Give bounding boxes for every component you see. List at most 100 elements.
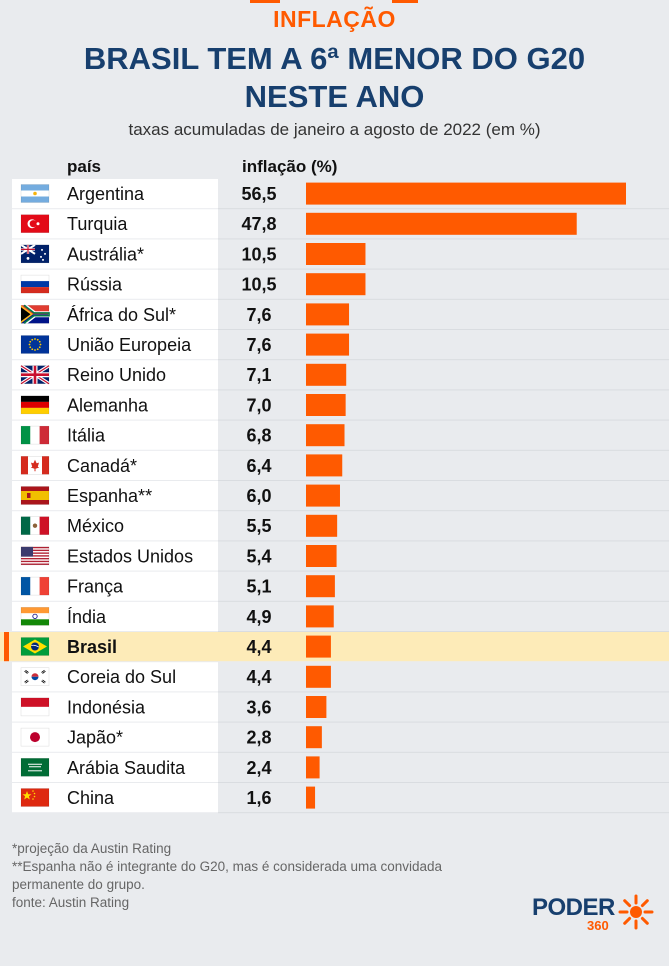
chart-row-australia: Austrália* 10,5 bbox=[12, 239, 669, 270]
flag-united-states-icon bbox=[20, 546, 50, 566]
bar bbox=[306, 394, 346, 416]
flag-turkey-icon bbox=[20, 214, 50, 233]
chart-row-mexico: México 5,5 bbox=[12, 511, 669, 542]
flag-japan-icon bbox=[20, 727, 50, 747]
footnote-spain-line-2: permanente do grupo. bbox=[12, 877, 145, 892]
category-label: França bbox=[67, 577, 124, 597]
value-label: 2,4 bbox=[246, 758, 271, 778]
value-label: 2,8 bbox=[246, 728, 271, 748]
category-label: Alemanha bbox=[67, 395, 149, 415]
top-rule-right bbox=[392, 0, 418, 3]
chart-row-france: França 5,1 bbox=[12, 571, 669, 602]
bar bbox=[306, 545, 337, 567]
poder360-logo: PODER 360 bbox=[532, 894, 662, 942]
row-divider bbox=[218, 268, 669, 270]
row-divider bbox=[218, 449, 669, 451]
value-label: 3,6 bbox=[246, 697, 271, 717]
chart-row-indonesia: Indonésia 3,6 bbox=[12, 692, 669, 723]
chart-row-canada: Canadá* 6,4 bbox=[12, 450, 669, 481]
bar bbox=[306, 575, 335, 598]
bar bbox=[306, 756, 320, 779]
flag-russia-icon bbox=[20, 274, 50, 294]
chart-row-russia: Rússia 10,5 bbox=[12, 269, 669, 300]
bar bbox=[306, 635, 331, 658]
value-label: 4,4 bbox=[246, 637, 271, 657]
footnote-projection: *projeção da Austin Rating bbox=[12, 841, 172, 856]
footnote-source: fonte: Austin Rating bbox=[12, 895, 130, 910]
value-label: 56,5 bbox=[241, 184, 276, 204]
bar bbox=[306, 665, 331, 688]
bar bbox=[306, 333, 350, 356]
chart-row-south-africa: África do Sul* 7,6 bbox=[12, 299, 669, 330]
flag-france-icon bbox=[20, 576, 50, 596]
chart-row-south-korea: Coreia do Sul 4,4 bbox=[12, 662, 669, 693]
value-label: 1,6 bbox=[246, 788, 271, 808]
category-label: Reino Unido bbox=[67, 365, 166, 385]
column-header-country: país bbox=[67, 157, 102, 176]
flag-south-africa-icon bbox=[20, 304, 50, 325]
flag-germany-icon bbox=[20, 395, 50, 415]
bar bbox=[306, 182, 626, 205]
category-label: Índia bbox=[67, 607, 107, 627]
flag-indonesia-icon bbox=[20, 697, 50, 717]
category-label: Brasil bbox=[67, 637, 117, 657]
bar bbox=[306, 484, 340, 507]
flag-china-icon bbox=[20, 788, 50, 807]
flag-brazil-icon bbox=[20, 637, 50, 656]
bar bbox=[306, 454, 343, 477]
bar bbox=[306, 273, 366, 296]
category-label: China bbox=[67, 788, 115, 808]
flag-argentina-icon bbox=[20, 184, 50, 203]
row-divider bbox=[218, 329, 669, 330]
flag-australia-icon bbox=[20, 244, 50, 264]
bar bbox=[306, 363, 347, 386]
sun-icon bbox=[618, 894, 654, 930]
value-label: 7,1 bbox=[246, 365, 271, 385]
flag-italy-icon bbox=[20, 425, 50, 445]
bar bbox=[306, 726, 322, 749]
value-label: 10,5 bbox=[241, 275, 276, 295]
value-label: 6,0 bbox=[246, 486, 271, 506]
category-label: Rússia bbox=[67, 275, 123, 295]
category-label: Estados Unidos bbox=[67, 546, 193, 566]
subtitle: taxas acumuladas de janeiro a agosto de … bbox=[128, 120, 541, 139]
row-divider bbox=[218, 570, 669, 572]
logo-name: PODER bbox=[532, 894, 615, 921]
chart-row-argentina: Argentina 56,5 bbox=[12, 179, 669, 210]
highlight-band bbox=[0, 632, 669, 662]
flag-south-korea-icon bbox=[20, 667, 50, 686]
chart-row-germany: Alemanha 7,0 bbox=[12, 390, 669, 421]
category-label: Indonésia bbox=[67, 697, 146, 717]
row-divider bbox=[218, 480, 669, 481]
row-divider bbox=[218, 298, 669, 300]
flag-saudi-arabia-icon bbox=[20, 758, 50, 777]
title-line-1: BRASIL TEM A 6ª MENOR DO G20 bbox=[83, 41, 586, 76]
flag-spain-icon bbox=[20, 486, 50, 505]
category-label: Japão* bbox=[67, 728, 123, 748]
chart-row-italy: Itália 6,8 bbox=[12, 420, 669, 451]
bar bbox=[306, 303, 350, 326]
chart-row-united-kingdom: Reino Unido 7,1 bbox=[12, 360, 669, 391]
row-divider bbox=[218, 540, 669, 542]
category-label: Coreia do Sul bbox=[67, 667, 176, 687]
category-label: África do Sul* bbox=[67, 305, 176, 325]
footnote-spain-line-1: **Espanha não é integrante do G20, mas é… bbox=[12, 859, 443, 874]
chart-row-united-states: Estados Unidos 5,4 bbox=[12, 541, 669, 572]
chart-row-spain: Espanha** 6,0 bbox=[12, 481, 669, 512]
row-divider bbox=[218, 419, 669, 421]
row-divider bbox=[218, 691, 669, 693]
row-divider bbox=[218, 389, 669, 391]
category-label: México bbox=[67, 516, 124, 536]
chart-row-india: Índia 4,9 bbox=[12, 601, 669, 632]
bar bbox=[306, 786, 316, 809]
value-label: 10,5 bbox=[241, 244, 276, 264]
chart-row-turkey: Turquia 47,8 bbox=[12, 209, 669, 240]
value-label: 6,4 bbox=[246, 456, 271, 476]
bar bbox=[306, 605, 334, 628]
top-rule-left bbox=[250, 0, 280, 3]
value-label: 5,1 bbox=[246, 577, 271, 597]
row-divider bbox=[218, 510, 669, 512]
flag-india-icon bbox=[20, 607, 50, 626]
row-divider bbox=[218, 782, 669, 783]
